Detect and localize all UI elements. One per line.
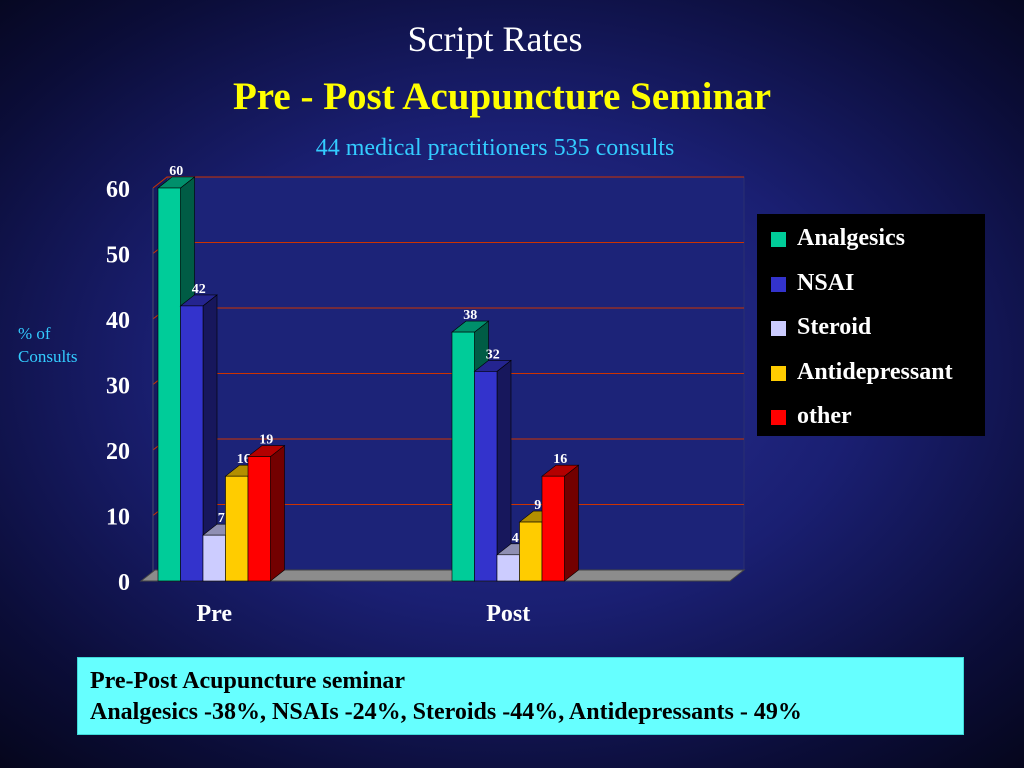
data-label: 7 [218, 511, 225, 526]
data-label: 42 [192, 282, 206, 297]
bar-antidepressant [519, 521, 543, 582]
data-label: 9 [534, 498, 541, 513]
slide-title: Script Rates [407, 19, 583, 59]
summary-note-heading: Pre-Post Acupuncture seminar [90, 668, 406, 694]
y-tick-label: 10 [106, 505, 130, 531]
legend-item-antidepressant: Antidepressant [757, 359, 985, 404]
bar-side-other [564, 464, 579, 582]
legend-swatch [771, 321, 786, 336]
legend-label: NSAI [797, 269, 855, 296]
bar-nsai [180, 305, 204, 582]
legend-label: Analgesics [797, 225, 905, 251]
y-tick-label: 30 [106, 374, 130, 400]
legend-swatch [771, 232, 786, 247]
data-label: 60 [169, 164, 183, 179]
legend-item-nsai: NSAI [757, 270, 985, 315]
legend-swatch [771, 410, 786, 425]
legend-label: Antidepressant [797, 358, 953, 385]
y-tick-label: 60 [106, 177, 130, 203]
x-tick-label: Post [486, 601, 530, 627]
legend-item-analgesics: Analgesics [757, 225, 985, 270]
legend-label: other [797, 403, 852, 429]
legend-item-other: other [757, 403, 985, 448]
bar-side-other [270, 444, 285, 582]
data-label: 38 [463, 308, 477, 323]
data-label: 16 [237, 452, 251, 467]
data-label: 16 [553, 452, 567, 467]
slide-subtitle-heading: Pre - Post Acupuncture Seminar [232, 75, 772, 118]
bar-other [247, 456, 271, 582]
chart-subtitle: 44 medical practitioners 535 consults [315, 135, 675, 161]
bar-nsai [474, 371, 498, 582]
y-tick-label: 0 [118, 570, 130, 596]
legend-label: Steroid [797, 314, 872, 340]
bar-analgesics [157, 187, 181, 582]
y-tick-label: 50 [106, 243, 130, 269]
data-label: 32 [486, 347, 500, 362]
legend-item-steroid: Steroid [757, 314, 985, 359]
y-tick-label: 20 [106, 439, 130, 465]
bar-analgesics [451, 331, 475, 582]
legend-swatch [771, 276, 786, 292]
y-tick-label: 40 [106, 308, 130, 334]
chart-legend: Analgesics NSAI Steroid Antidepressant other [757, 214, 985, 436]
legend-swatch [771, 365, 786, 381]
summary-note-details: Analgesics -38%, NSAIs -24%, Steroids -4… [90, 699, 802, 725]
data-label: 19 [259, 433, 273, 448]
summary-note-box: Pre-Post Acupuncture seminar Analgesics … [77, 657, 964, 735]
y-axis-title: % of Consults [18, 324, 78, 366]
gridline [152, 176, 744, 189]
bar-other [541, 475, 565, 582]
bar-antidepressant [225, 475, 249, 582]
data-label: 4 [512, 531, 519, 546]
bar-steroid [496, 554, 520, 582]
x-tick-label: Pre [196, 601, 232, 627]
bar-steroid [202, 534, 226, 582]
